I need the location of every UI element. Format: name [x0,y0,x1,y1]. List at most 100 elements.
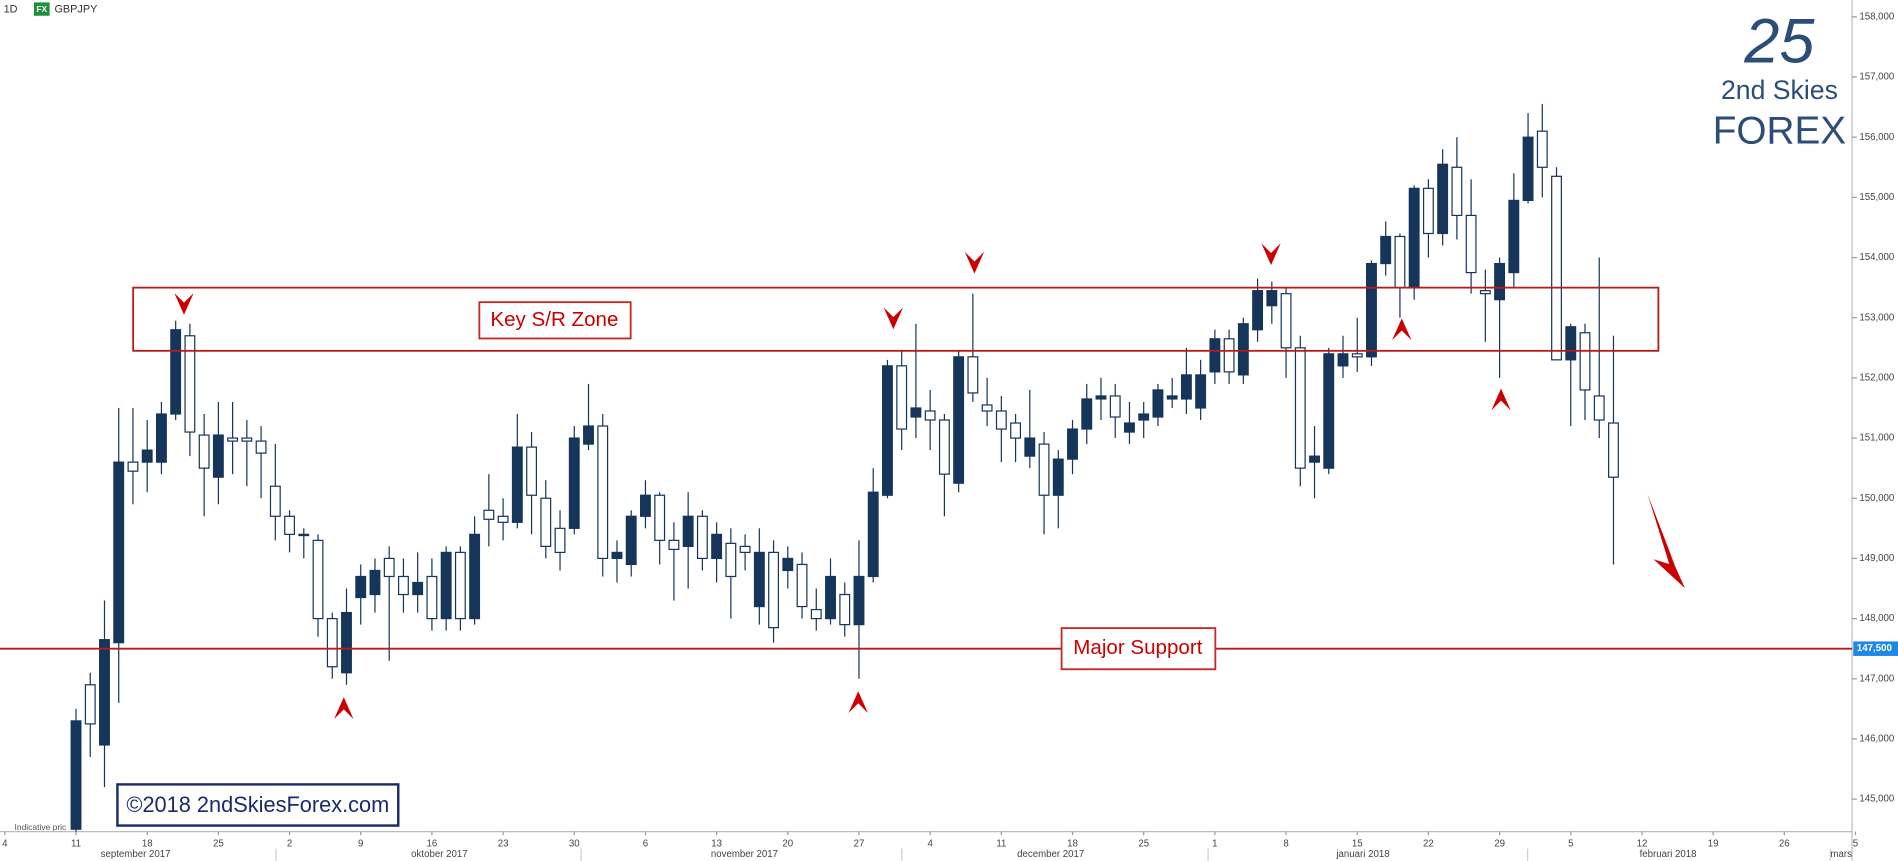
candle-body [611,551,623,560]
x-tick-label: 5 [1568,838,1573,849]
x-tick-label: 23 [498,838,509,849]
support-label-box [1060,627,1217,671]
x-tick-label: 5 [1853,838,1858,849]
candle-body [554,527,566,554]
x-tick-label: 12 [1637,838,1648,849]
month-label: oktober 2017 [411,849,467,860]
candle-body [1052,458,1064,496]
candle-body [497,515,509,523]
x-tick-label: 25 [213,838,224,849]
candle-body [696,515,708,560]
y-tick-label: 148,000 [1859,613,1894,624]
candle-body [99,639,110,746]
candle-body [981,404,993,412]
candle-body [312,539,324,620]
candle-body [1109,395,1121,418]
candle-body [654,494,666,541]
symbol: GBPJPY [54,4,98,16]
y-tick-label: 155,000 [1859,192,1894,203]
candle-body [1223,338,1235,373]
candle-body [953,356,965,484]
logo-line1: 2nd Skies [1721,75,1838,105]
candle-body [668,539,680,550]
copyright: ©2018 2ndSkiesForex.com [126,792,389,817]
candle-body [440,551,452,620]
candle-body [711,533,723,560]
candle-body [1422,187,1434,235]
candle-body [896,365,908,430]
candle-body [782,557,794,572]
candle-body [768,551,780,629]
candle-body [1494,262,1506,301]
candle-body [910,407,922,418]
candle-body [184,335,196,433]
trend-arrow [1647,493,1686,589]
sr-zone-label: Key S/R Zone [490,308,618,331]
arrow-up [1392,318,1412,341]
candle-body [1522,136,1534,201]
candle-body [298,533,310,537]
candle-body [1180,374,1192,400]
candle-body [198,434,210,469]
candle-body [1152,389,1164,418]
candle-body [1252,290,1264,331]
candle-body [938,419,950,475]
candle-body [1508,199,1520,274]
candle-body [1437,163,1449,235]
candle-body [383,557,395,578]
candle-body [682,515,694,547]
support-label: Major Support [1073,636,1202,659]
arrow-down [883,307,904,330]
candle-body [540,497,552,547]
month-label: november 2017 [711,849,778,860]
candle-body [369,569,381,596]
candle-body [84,684,96,725]
candle-body [839,593,851,626]
candle-body [70,720,82,830]
candle-body [227,437,239,442]
candle-body [1337,353,1349,367]
x-tick-label: 8 [1283,838,1288,849]
candle-body [1309,455,1320,463]
candle-body [1408,187,1420,289]
candle-body [1593,395,1605,421]
candle-body [241,437,253,442]
candle-body [483,509,495,520]
sr-zone [132,286,1660,352]
arrow-up [334,697,354,720]
candle-body [341,611,352,674]
candle-body [995,410,1007,430]
candle-body [1366,262,1377,358]
candle-body [127,461,139,472]
candle-body [1095,395,1107,400]
badge: FX [36,4,47,14]
candle-body [355,575,367,599]
x-tick-label: 6 [643,838,648,849]
candle-body [1465,214,1477,274]
candle-body [1081,398,1093,430]
arrow-up [1491,388,1511,411]
month-label: februari 2018 [1640,849,1697,860]
y-tick-label: 154,000 [1859,252,1894,263]
x-tick-label: 22 [1423,838,1434,849]
price-tag [1853,641,1898,656]
arrow-down [174,292,194,315]
candle-body [725,542,737,578]
logo-mark: 25 [1743,7,1815,77]
candle-body [1124,422,1135,433]
candle-body [853,575,865,626]
x-tick-label: 25 [1138,838,1149,849]
x-tick-label: 11 [71,838,81,849]
candle-body [1138,413,1150,421]
candle-body [397,575,409,596]
x-tick-label: 27 [854,838,865,849]
interval: 1D [4,4,18,16]
footnote: Indicative pric [15,822,68,832]
candle-body [1024,437,1036,457]
candle-body [412,581,424,596]
candle-body [1351,353,1363,358]
candle-body [1380,235,1392,265]
x-tick-label: 4 [2,838,8,849]
candle-body [739,545,751,554]
candle-body [1209,338,1221,373]
